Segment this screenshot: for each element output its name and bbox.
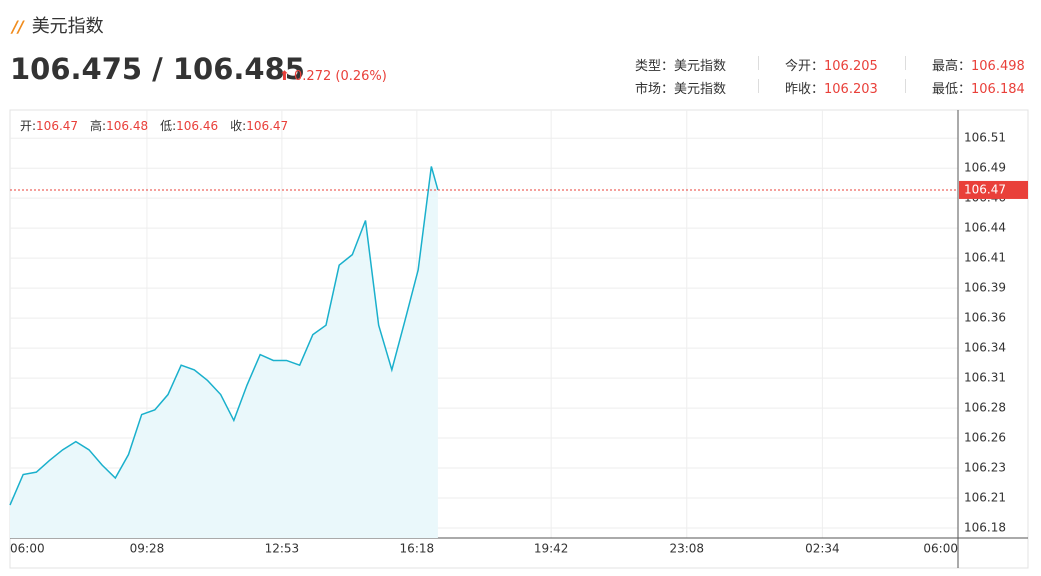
info-label: 今开： — [785, 59, 825, 74]
info-item: 昨收：106.203 — [785, 78, 878, 97]
price: 106.475 / 106.485 — [10, 52, 305, 86]
change: ⬆ 0.272 (0.26%) — [279, 69, 387, 84]
y-tick-label: 106.18 — [964, 521, 1006, 535]
x-tick-label: 23:08 — [669, 542, 704, 556]
x-tick-label: 19:42 — [534, 542, 569, 556]
x-tick-label: 16:18 — [400, 542, 435, 556]
y-tick-label: 106.51 — [964, 131, 1006, 145]
title-bar: //美元指数 — [12, 16, 104, 37]
info-label: 昨收： — [785, 82, 825, 97]
y-tick-label: 106.41 — [964, 251, 1006, 265]
info-item: 最低：106.184 — [932, 78, 1025, 97]
ohlc-label: 低: — [160, 119, 176, 133]
y-tick-label: 106.39 — [964, 281, 1006, 295]
area — [10, 166, 438, 538]
y-tick-label: 106.36 — [964, 311, 1006, 325]
y-tick-label: 106.26 — [964, 431, 1006, 445]
ohlc-label: 高: — [90, 118, 106, 133]
info-label: 市场： — [635, 82, 675, 97]
last-price-box — [959, 180, 1028, 199]
change-value: 0.272 (0.26%) — [294, 69, 387, 84]
info-item: 今开：106.205 — [785, 55, 878, 74]
title: 美元指数 — [31, 16, 104, 37]
info-item: 最高：106.498 — [932, 55, 1025, 74]
ohlc-value: 106.48 — [106, 119, 148, 133]
chart-frame — [9, 109, 1029, 569]
info-label: 最低： — [932, 82, 972, 97]
info-label: 最高： — [932, 59, 972, 74]
y-tick-label: 106.21 — [964, 491, 1006, 505]
info-value: 美元指数 — [674, 59, 727, 74]
y-tick-label: 106.28 — [964, 401, 1006, 415]
info-value: 美元指数 — [674, 82, 727, 97]
x-tick-label: 06:00 — [10, 542, 45, 556]
x-tick-label: 09:28 — [130, 542, 165, 556]
y-tick-label: 106.31 — [964, 371, 1006, 385]
x-tick-label: 02:34 — [805, 542, 840, 556]
info-label: 类型： — [635, 59, 675, 74]
y-tick-label: 106.44 — [964, 221, 1006, 235]
ohlc-value: 106.46 — [176, 119, 218, 133]
info-value: 106.498 — [971, 59, 1025, 74]
last-price-label: 106.47 — [964, 182, 1006, 196]
separator — [905, 56, 906, 70]
y-tick-label: 106.49 — [964, 161, 1006, 175]
ohlc-value: 106.47 — [246, 119, 288, 133]
x-tick-label: 12:53 — [265, 542, 300, 556]
info-value: 106.184 — [971, 82, 1025, 97]
ohlc-label: 开: — [20, 119, 36, 133]
info-value: 106.203 — [824, 82, 878, 97]
info-item: 市场：美元指数 — [635, 78, 726, 97]
info-value: 106.205 — [824, 59, 878, 74]
y-tick-label: 106.34 — [964, 341, 1006, 355]
separator — [758, 79, 759, 93]
info-item: 类型：美元指数 — [635, 55, 726, 74]
x-tick-label: 06:00 — [923, 542, 958, 556]
separator — [905, 79, 906, 93]
ohlc-bar: 开:106.47 高:106.48 低:106.46 收:106.47 — [20, 118, 288, 133]
ohlc-label: 收: — [230, 119, 246, 133]
ohlc-value: 106.47 — [36, 119, 78, 133]
separator — [758, 56, 759, 70]
line — [9, 166, 439, 506]
y-tick-label: 106.23 — [964, 461, 1006, 475]
